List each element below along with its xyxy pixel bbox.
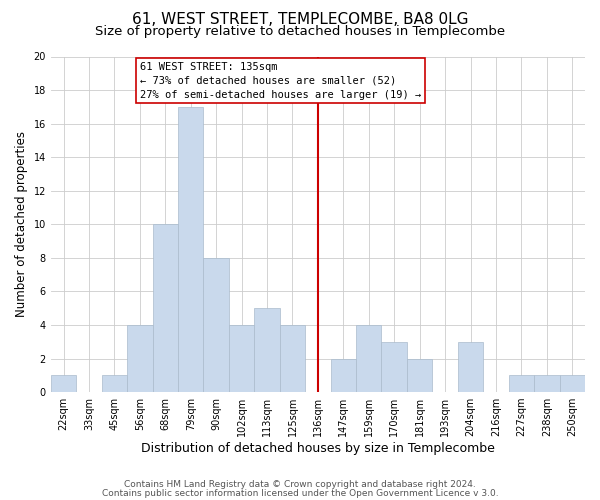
Bar <box>534 376 560 392</box>
Bar <box>280 325 305 392</box>
Bar <box>152 224 178 392</box>
Bar <box>203 258 229 392</box>
Bar <box>229 325 254 392</box>
Bar <box>407 358 433 392</box>
Text: 61 WEST STREET: 135sqm
← 73% of detached houses are smaller (52)
27% of semi-det: 61 WEST STREET: 135sqm ← 73% of detached… <box>140 62 421 100</box>
Y-axis label: Number of detached properties: Number of detached properties <box>15 132 28 318</box>
X-axis label: Distribution of detached houses by size in Templecombe: Distribution of detached houses by size … <box>141 442 495 455</box>
Bar <box>509 376 534 392</box>
Bar <box>331 358 356 392</box>
Bar <box>178 107 203 392</box>
Text: Size of property relative to detached houses in Templecombe: Size of property relative to detached ho… <box>95 25 505 38</box>
Bar <box>127 325 152 392</box>
Bar <box>560 376 585 392</box>
Text: 61, WEST STREET, TEMPLECOMBE, BA8 0LG: 61, WEST STREET, TEMPLECOMBE, BA8 0LG <box>132 12 468 28</box>
Bar <box>101 376 127 392</box>
Text: Contains public sector information licensed under the Open Government Licence v : Contains public sector information licen… <box>101 488 499 498</box>
Bar <box>51 376 76 392</box>
Bar <box>356 325 382 392</box>
Bar <box>254 308 280 392</box>
Bar <box>458 342 483 392</box>
Bar <box>382 342 407 392</box>
Text: Contains HM Land Registry data © Crown copyright and database right 2024.: Contains HM Land Registry data © Crown c… <box>124 480 476 489</box>
